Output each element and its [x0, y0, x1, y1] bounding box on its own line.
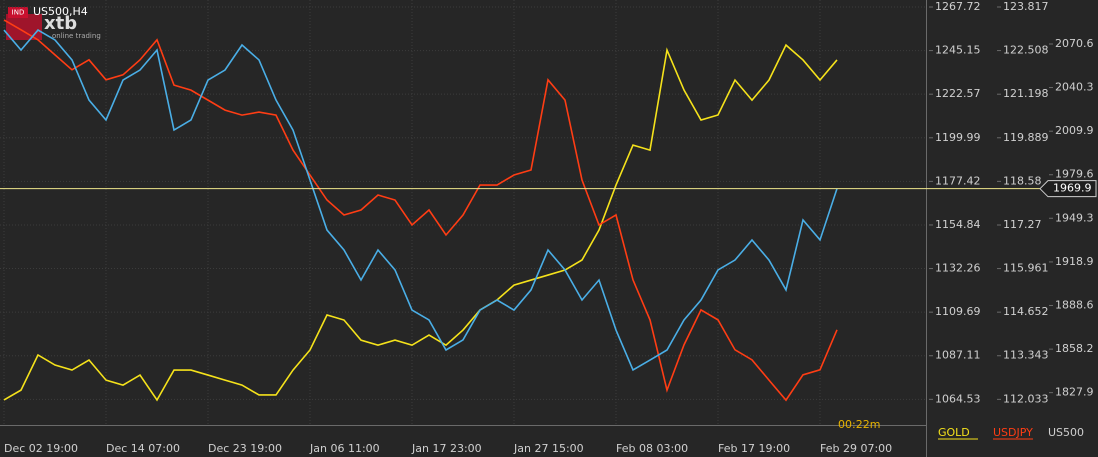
- legend-label: USDJPY: [993, 426, 1033, 439]
- series-line: [3, 43, 838, 402]
- logo: xtb: [44, 13, 77, 34]
- y-tick-label: 2040.3: [1055, 81, 1094, 94]
- y-tick-label: 1087.11: [935, 349, 981, 362]
- y-tick-label: 118.58: [1003, 174, 1042, 187]
- y-tick-label: 123.817: [1003, 0, 1049, 13]
- x-tick-label: Dec 23 19:00: [208, 442, 282, 455]
- x-tick-label: Feb 08 03:00: [616, 442, 688, 455]
- logo-tagline: online trading: [52, 32, 101, 40]
- y-tick-label: 114.652: [1003, 305, 1049, 318]
- legend-label: GOLD: [938, 426, 970, 439]
- y-tick-label: 1949.3: [1055, 211, 1094, 224]
- y-tick-label: 1132.26: [935, 262, 981, 275]
- y-tick-label: 2070.6: [1055, 37, 1094, 50]
- logo-box: [6, 14, 42, 40]
- y-tick-label: 1267.72: [935, 0, 981, 13]
- y-tick-label: 1154.84: [935, 218, 981, 231]
- x-tick-label: Feb 29 07:00: [820, 442, 892, 455]
- y-tick-label: 113.343: [1003, 349, 1049, 362]
- y-tick-label: 1979.6: [1055, 168, 1094, 181]
- y-tick-label: 1245.15: [935, 44, 981, 57]
- y-tick-label: 2009.9: [1055, 124, 1094, 137]
- countdown: 00:22m: [838, 418, 880, 431]
- badge: IND: [12, 9, 25, 17]
- y-tick-label: 1222.57: [935, 87, 981, 100]
- chart-title: US500,H4: [33, 5, 88, 18]
- y-tick-label: 1199.99: [935, 131, 981, 144]
- y-tick-label: 1888.6: [1055, 298, 1094, 311]
- x-tick-label: Feb 17 19:00: [718, 442, 790, 455]
- x-tick-label: Jan 27 15:00: [513, 442, 584, 455]
- last-price-label: 1969.9: [1053, 182, 1092, 195]
- y-tick-label: 1064.53: [935, 392, 981, 405]
- badge-box: [8, 7, 28, 18]
- legend-label: US500: [1048, 426, 1084, 439]
- x-tick-label: Jan 17 23:00: [411, 442, 482, 455]
- y-tick-label: 1918.9: [1055, 255, 1094, 268]
- y-tick-label: 117.27: [1003, 218, 1042, 231]
- series-line: [3, 29, 838, 372]
- series-line: [3, 19, 838, 402]
- x-tick-label: Dec 14 07:00: [106, 442, 180, 455]
- y-tick-label: 1858.2: [1055, 342, 1094, 355]
- y-tick-label: 115.961: [1003, 262, 1049, 275]
- y-tick-label: 1109.69: [935, 305, 981, 318]
- last-price-tag: [1039, 180, 1097, 198]
- x-tick-label: Jan 06 11:00: [309, 442, 380, 455]
- y-tick-label: 112.033: [1003, 392, 1049, 405]
- y-tick-label: 121.198: [1003, 87, 1049, 100]
- y-tick-label: 119.889: [1003, 131, 1049, 144]
- y-tick-label: 122.508: [1003, 44, 1049, 57]
- y-tick-label: 1827.9: [1055, 386, 1094, 399]
- x-tick-label: Dec 02 19:00: [4, 442, 78, 455]
- y-tick-label: 1177.42: [935, 174, 981, 187]
